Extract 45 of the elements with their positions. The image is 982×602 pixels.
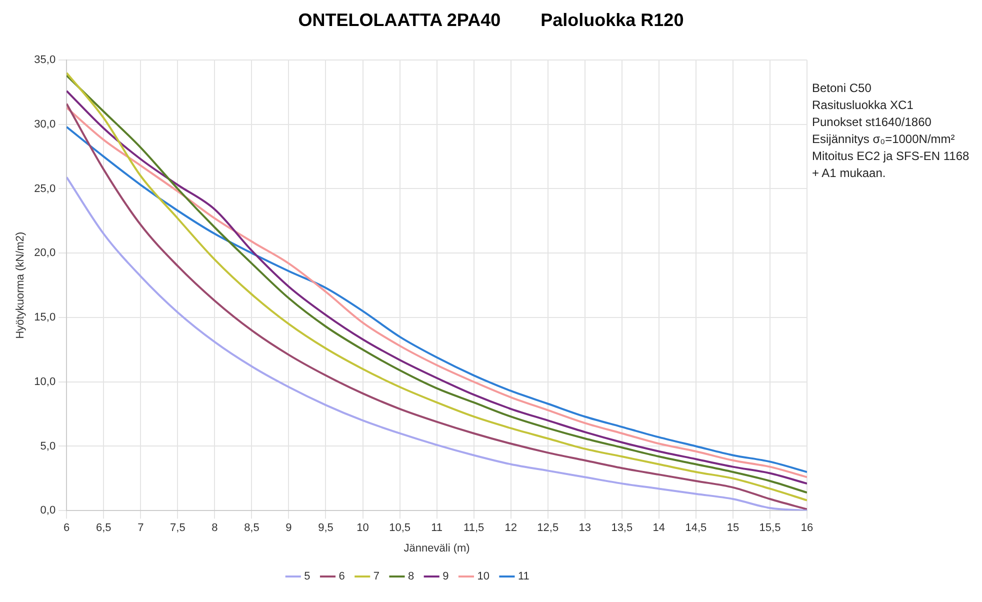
y-tick-label: 15,0 [34, 312, 56, 324]
y-tick-label: 30,0 [34, 118, 56, 130]
x-axis-title: Jänneväli (m) [404, 542, 470, 554]
x-tick-label: 16 [800, 522, 814, 534]
x-tick-label: 7 [138, 522, 144, 534]
text: Rasitusluokka XC1 [812, 97, 914, 114]
x-tick-label: 13,5 [611, 522, 633, 534]
x-tick-label: 15 [726, 522, 740, 534]
x-tick-label: 8,5 [244, 522, 260, 534]
x-tick-label: 15,5 [759, 522, 781, 534]
y-axis-title: Hyötykuorma (kN/m2) [14, 232, 27, 339]
x-tick-label: 13 [578, 522, 592, 534]
y-tick-label: 20,0 [34, 247, 56, 260]
x-tick-label: 14 [652, 522, 666, 534]
x-tick-label: 11,5 [464, 522, 484, 534]
x-tick-label: 12,5 [537, 522, 559, 534]
x-tick-label: 6 [64, 522, 70, 534]
y-tick-label: 35,0 [34, 54, 56, 66]
x-tick-label: 9 [286, 522, 292, 534]
legend-label: 9 [442, 570, 449, 583]
x-tick-label: 10 [356, 522, 369, 534]
x-tick-label: 8 [212, 522, 218, 534]
x-tick-label: 9,5 [318, 522, 334, 534]
x-tick-label: 7,5 [170, 522, 186, 534]
x-tick-label: 12 [504, 522, 517, 534]
legend-label: 10 [477, 570, 490, 583]
legend-label: 7 [373, 570, 380, 583]
text: Betoni C50 [812, 80, 872, 97]
x-tick-label: 10,5 [389, 522, 410, 534]
legend-label: 11 [518, 570, 530, 583]
text: Mitoitus EC2 ja SFS-EN 1168 [812, 148, 970, 165]
y-tick-label: 5,0 [40, 440, 56, 452]
legend-label: 8 [408, 570, 414, 583]
x-tick-label: 11 [431, 522, 443, 534]
text: Esijännitys σ₀=1000N/mm² [812, 131, 956, 148]
y-tick-label: 0,0 [40, 504, 56, 517]
y-tick-label: 25,0 [34, 182, 56, 195]
chart-title: ONTELOLAATTA 2PA40 Paloluokka R120 [297, 10, 685, 31]
x-tick-label: 6,5 [96, 522, 112, 534]
legend-label: 5 [304, 570, 310, 583]
y-tick-label: 10,0 [34, 376, 56, 388]
x-tick-label: 14,5 [685, 522, 707, 534]
text: + A1 mukaan. [812, 165, 887, 182]
legend-label: 6 [338, 570, 345, 583]
text: Punokset st1640/1860 [812, 114, 932, 131]
